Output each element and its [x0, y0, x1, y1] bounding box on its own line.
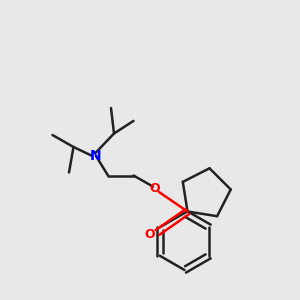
Text: N: N — [90, 149, 102, 163]
Text: O: O — [149, 182, 160, 195]
Text: O: O — [145, 227, 155, 241]
